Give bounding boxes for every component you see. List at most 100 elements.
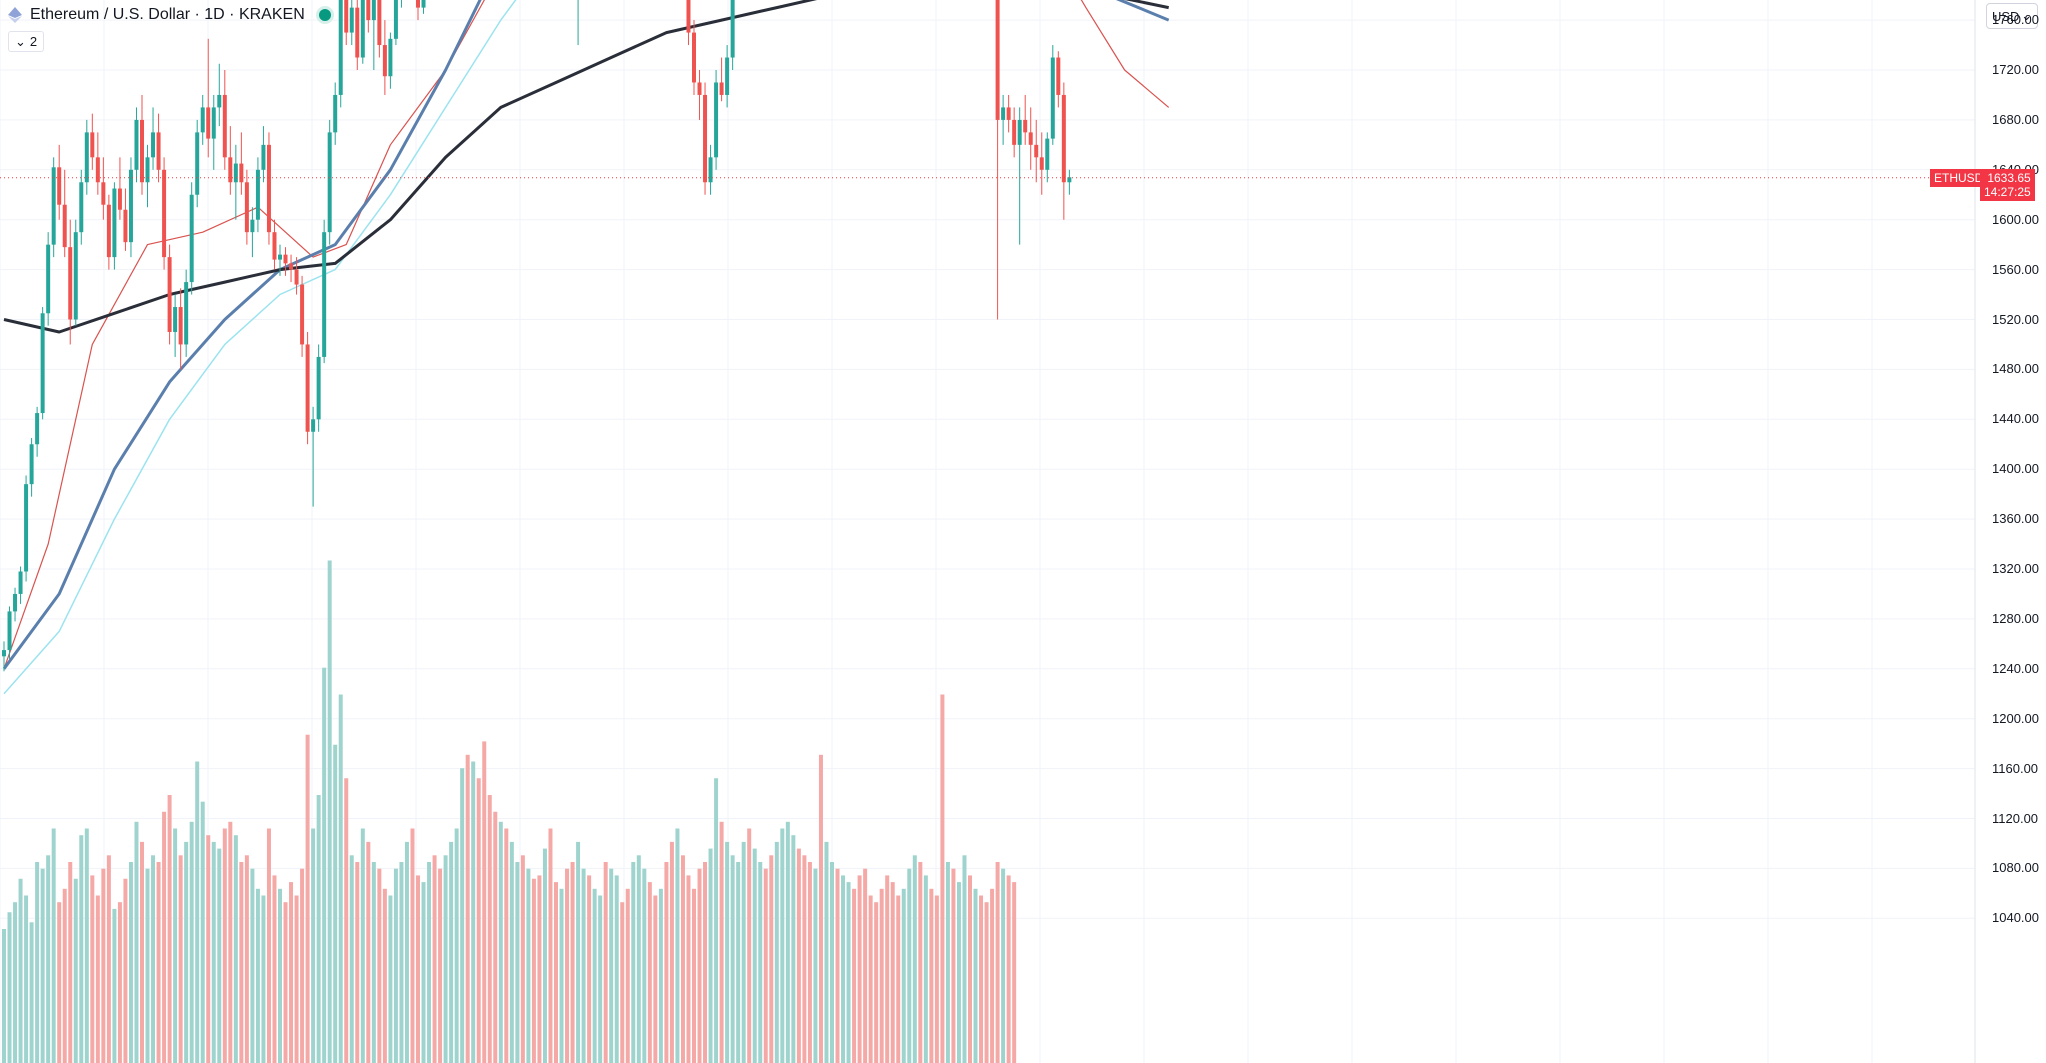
- volume-bar: [217, 848, 222, 1063]
- ethereum-icon: [8, 7, 22, 23]
- volume-bar: [504, 828, 509, 1063]
- volume-bar: [454, 828, 459, 1063]
- candle-body: [18, 571, 23, 594]
- volume-bar: [156, 862, 161, 1063]
- volume-bar: [300, 868, 305, 1063]
- volume-bar: [404, 841, 409, 1063]
- volume-bar: [117, 902, 122, 1063]
- volume-bar: [151, 855, 156, 1063]
- volume-bar: [680, 855, 685, 1063]
- candle-body: [377, 0, 382, 46]
- candle-body: [333, 94, 338, 133]
- volume-bar: [40, 868, 45, 1063]
- candle-body: [222, 94, 227, 158]
- chevron-down-icon: ⌄: [2021, 8, 2032, 23]
- volume-bar: [956, 882, 961, 1063]
- volume-bar: [18, 878, 23, 1063]
- volume-bar: [62, 888, 67, 1063]
- volume-bar: [752, 848, 757, 1063]
- price-tick-label: 1200.00: [1992, 710, 2039, 726]
- volume-bar: [173, 828, 178, 1063]
- candle-body: [57, 167, 62, 205]
- volume-bar: [537, 875, 542, 1063]
- candle-body: [1050, 57, 1055, 139]
- volume-bar: [554, 882, 558, 1063]
- volume-bar: [432, 855, 437, 1063]
- volume-bar: [427, 862, 432, 1063]
- volume-bar: [990, 888, 995, 1063]
- volume-bar: [885, 875, 890, 1063]
- volume-bar: [835, 868, 840, 1063]
- volume-bar: [471, 761, 476, 1063]
- candle-body: [708, 157, 713, 183]
- candle-body: [355, 7, 360, 58]
- volume-bar: [399, 862, 404, 1063]
- candle-body: [35, 413, 40, 445]
- volume-bar: [973, 888, 978, 1063]
- market-open-indicator[interactable]: [318, 9, 331, 21]
- price-tick-label: 1400.00: [1992, 461, 2039, 477]
- currency-button[interactable]: USD ⌄: [1986, 3, 2038, 29]
- volume-bar: [311, 828, 316, 1063]
- last-price-tag: 1633.65 14:27:25: [1980, 168, 2035, 201]
- volume-bar: [244, 855, 249, 1063]
- volume-bar: [979, 895, 984, 1063]
- volume-bar: [951, 868, 956, 1063]
- candle-body: [289, 263, 294, 270]
- volume-bar: [278, 888, 282, 1063]
- volume-bar: [393, 868, 398, 1063]
- volume-bar: [106, 855, 111, 1063]
- candle-body: [692, 32, 696, 83]
- volume-bar: [13, 902, 18, 1063]
- volume-bar: [134, 821, 139, 1063]
- volume-bar: [140, 841, 144, 1063]
- volume-bar: [465, 754, 470, 1063]
- volume-bar: [609, 868, 614, 1063]
- candle-body: [79, 182, 84, 233]
- volume-bar: [476, 778, 481, 1063]
- volume-bar: [614, 875, 619, 1063]
- chart-header: Ethereum / U.S. Dollar · 1D · KRAKEN: [8, 6, 331, 24]
- volume-bar: [24, 895, 29, 1063]
- candle-body: [1017, 119, 1022, 145]
- volume-bar: [327, 560, 332, 1063]
- price-tick-label: 1160.00: [1992, 760, 2039, 776]
- volume-bar: [349, 855, 354, 1063]
- indicator-count: 2: [29, 34, 38, 49]
- price-tick-label: 1080.00: [1992, 860, 2039, 876]
- volume-bar: [830, 862, 834, 1063]
- volume-bar: [807, 862, 812, 1063]
- candle-body: [250, 219, 255, 233]
- volume-bar: [128, 862, 133, 1063]
- candle-body: [1067, 177, 1072, 183]
- volume-bar: [449, 841, 454, 1063]
- volume-bar: [416, 875, 420, 1063]
- volume-bar: [940, 694, 945, 1063]
- candle-body: [995, 0, 1000, 120]
- volume-bar: [360, 828, 365, 1063]
- candle-body: [338, 0, 343, 95]
- volume-bar: [167, 795, 172, 1063]
- volume-bar: [763, 868, 768, 1063]
- volume-bar: [35, 862, 40, 1063]
- price-tick-label: 1320.00: [1992, 561, 2039, 576]
- candle-body: [382, 45, 387, 77]
- volume-bar: [515, 862, 520, 1063]
- volume-bar: [548, 828, 553, 1063]
- candle-body: [128, 169, 133, 243]
- volume-bar: [333, 744, 338, 1063]
- volume-bar: [338, 694, 343, 1063]
- volume-bar: [758, 862, 763, 1063]
- volume-bar: [934, 895, 939, 1063]
- volume-bar: [686, 875, 691, 1063]
- candle-body: [90, 132, 95, 158]
- candle-body: [266, 144, 271, 233]
- candle-body: [1061, 94, 1066, 183]
- volume-bar: [184, 841, 189, 1063]
- volume-bar: [145, 868, 150, 1063]
- candle-body: [156, 132, 161, 170]
- volume-bar: [520, 855, 525, 1063]
- volume-bar: [841, 875, 846, 1063]
- indicator-toggle-button[interactable]: ⌄ 2: [8, 31, 45, 52]
